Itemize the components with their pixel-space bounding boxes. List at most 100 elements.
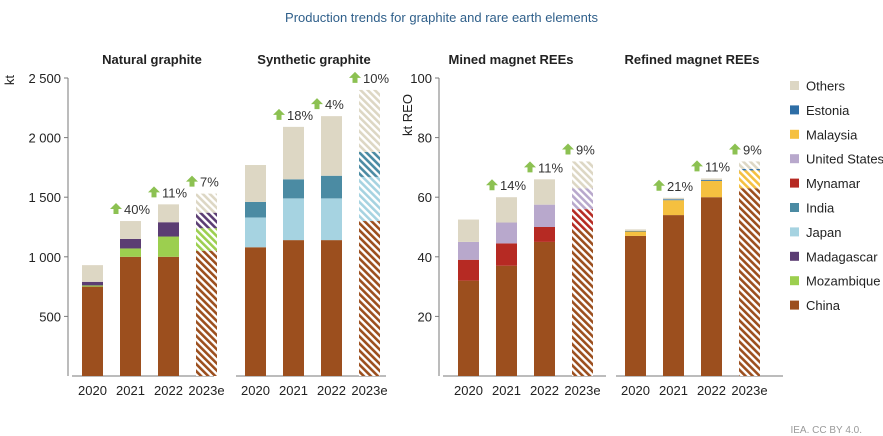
bar-others-2020 [458, 219, 479, 242]
bar-madagascar-2022 [158, 222, 179, 237]
bar-china-2023e [572, 229, 593, 376]
bar-china-2021 [663, 215, 684, 376]
growth-label: 4% [325, 97, 344, 112]
y-tick-label: 100 [410, 71, 432, 86]
legend: Others Estonia Malaysia United States Mynama… [790, 79, 883, 313]
y-tick-label: 60 [418, 190, 432, 205]
x-tick-label: 2023e [564, 383, 600, 398]
panel-refined-magnet-rees: Refined magnet REEs 2020 2021 21% 2022 11% 202… [616, 52, 783, 398]
x-tick-label: 2021 [659, 383, 688, 398]
bar-others-2023e [196, 193, 217, 213]
y-tick-label: 40 [418, 250, 432, 265]
growth-up-arrow-icon [148, 186, 160, 198]
panel-mined-magnet-rees: Mined magnet REEs 20 40 60 80 100 kt REO 2020 20… [400, 52, 606, 398]
growth-label: 11% [162, 185, 187, 200]
legend-label: Japan [806, 225, 841, 240]
growth-label: 9% [743, 142, 762, 157]
legend-swatch [790, 154, 799, 164]
growth-label: 18% [287, 108, 313, 123]
growth-label: 40% [124, 202, 150, 217]
x-tick-label: 2022 [530, 383, 559, 398]
bar-mozambique-2020 [82, 285, 103, 287]
panel-title: Mined magnet REEs [449, 52, 574, 67]
bar-madagascar-2021 [120, 238, 141, 249]
bar-china-2022 [158, 256, 179, 376]
y-tick-label: 500 [39, 309, 61, 324]
x-tick-label: 2021 [492, 383, 521, 398]
bar-others-2020 [82, 265, 103, 282]
y-tick-label: 1 000 [28, 250, 61, 265]
panel-title: Refined magnet REEs [624, 52, 759, 67]
bar-others-2021 [496, 197, 517, 223]
bar-united-states-2020 [458, 241, 479, 260]
bar-others-2021 [283, 126, 304, 180]
legend-item-india: India [790, 201, 835, 216]
bar-china-2021 [120, 256, 141, 376]
legend-label: United States [806, 152, 883, 167]
bar-china-2021 [283, 240, 304, 376]
growth-up-arrow-icon [562, 143, 574, 155]
x-tick-label: 2022 [317, 383, 346, 398]
legend-item-united-states: United States [790, 152, 883, 167]
bar-others-2023e [739, 161, 760, 169]
bar-mozambique-2023e [196, 228, 217, 251]
growth-up-arrow-icon [486, 179, 498, 191]
bar-others-2021 [663, 197, 684, 200]
x-tick-label: 2021 [116, 383, 145, 398]
y-tick-label: 2 000 [28, 131, 61, 146]
bar-united-states-2021 [496, 222, 517, 244]
legend-item-estonia: Estonia [790, 103, 850, 118]
legend-label: Mozambique [806, 274, 880, 289]
growth-label: 11% [538, 160, 563, 175]
bar-madagascar-2023e [196, 212, 217, 229]
bar-others-2022 [534, 179, 555, 205]
legend-swatch [790, 276, 799, 286]
x-tick-label: 2022 [154, 383, 183, 398]
growth-label: 10% [363, 71, 389, 86]
bar-india-2022 [321, 175, 342, 199]
bar-malaysia-2023e [739, 170, 760, 189]
y-tick-label: 1 500 [28, 190, 61, 205]
legend-label: China [806, 298, 841, 313]
bar-estonia-2023e [739, 168, 760, 171]
x-tick-label: 2020 [241, 383, 270, 398]
growth-label: 14% [500, 178, 526, 193]
legend-item-malaysia: Malaysia [790, 127, 858, 142]
bar-china-2023e [359, 221, 380, 376]
legend-swatch [790, 227, 799, 237]
growth-label: 9% [576, 142, 595, 157]
legend-item-mynamar: Mynamar [790, 176, 861, 191]
legend-item-madagascar: Madagascar [790, 249, 878, 264]
panel-natural-graphite: Natural graphite 500 1 000 1 500 2 000 2 500 k… [2, 52, 225, 398]
bar-estonia-2022 [701, 179, 722, 181]
legend-swatch [790, 81, 799, 90]
bar-china-2020 [625, 235, 646, 376]
bar-china-2021 [496, 265, 517, 376]
bar-malaysia-2022 [701, 180, 722, 198]
y-axis-label: kt REO [400, 94, 415, 136]
bar-mynamar-2022 [534, 227, 555, 242]
bar-china-2023e [196, 250, 217, 376]
x-tick-label: 2022 [697, 383, 726, 398]
legend-item-mozambique: Mozambique [790, 274, 880, 289]
bar-china-2022 [321, 240, 342, 376]
growth-up-arrow-icon [273, 108, 285, 120]
bar-united-states-2022 [534, 204, 555, 227]
x-tick-label: 2020 [621, 383, 650, 398]
y-axis-label: kt [2, 75, 17, 86]
legend-label: India [806, 201, 835, 216]
growth-up-arrow-icon [186, 175, 198, 187]
growth-up-arrow-icon [524, 161, 536, 173]
chart-panels: Natural graphite 500 1 000 1 500 2 000 2 500 k… [2, 52, 783, 398]
legend-swatch [790, 129, 799, 139]
y-tick-label: 20 [418, 309, 432, 324]
y-tick-label: 80 [418, 131, 432, 146]
x-tick-label: 2020 [78, 383, 107, 398]
bar-mynamar-2021 [496, 243, 517, 266]
bar-mynamar-2020 [458, 259, 479, 281]
bar-malaysia-2020 [625, 231, 646, 236]
bar-others-2022 [321, 116, 342, 176]
legend-label: Mynamar [806, 176, 861, 191]
legend-item-japan: Japan [790, 225, 841, 240]
